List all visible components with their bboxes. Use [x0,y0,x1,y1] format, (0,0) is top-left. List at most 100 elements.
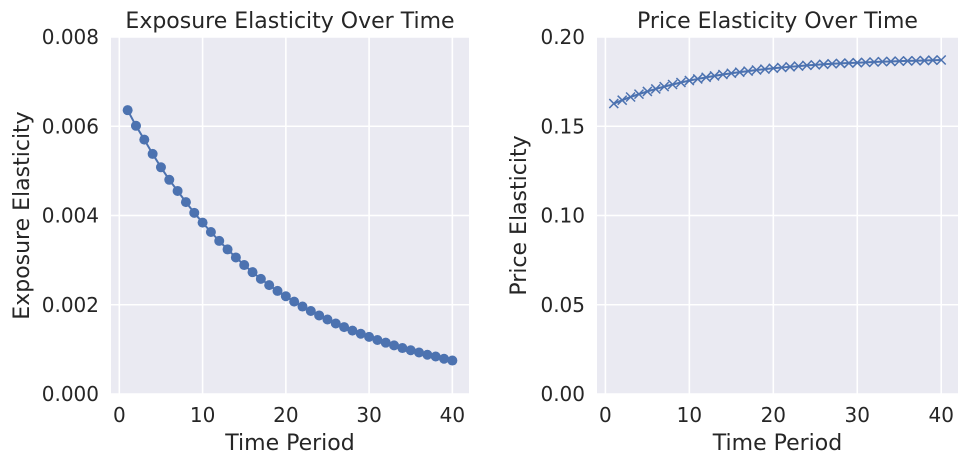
chart-2-data-point [734,67,745,78]
chart-1-data-point [214,235,225,246]
chart-2-data-point [919,55,930,66]
chart-1-y-tick-label: 0.006 [42,114,99,138]
chart-2-data-point [625,91,636,103]
chart-2-y-axis-label: Price Elasticity [507,135,532,295]
chart-2-data-point [675,77,686,88]
chart-1-data-point [447,355,458,366]
chart-2-data-point [936,54,947,66]
chart-2-x-tick-label: 0 [599,403,612,427]
chart-1-data-point [264,280,275,291]
chart-2-data-point [927,55,938,66]
chart-1-data-point [280,291,291,302]
chart-1-data-point [247,267,258,278]
chart-1-data-point [139,134,150,145]
chart-2-x-tick-label: 40 [928,403,953,427]
chart-2-data-point [785,61,796,72]
chart-2-data-point [768,63,779,74]
chart-2-data-point [877,56,888,67]
chart-2-data-point [827,58,838,69]
chart-1-data-point [122,105,133,116]
chart-1-data-point [205,227,216,238]
chart-1-data-point [164,174,175,185]
chart-1-y-tick-label: 0.008 [42,25,99,49]
chart-2-data-point [726,68,737,79]
chart-1-data-point [364,331,375,342]
chart-2-data-point [751,64,762,76]
chart-1-data-point [147,148,158,159]
chart-1-x-tick-label: 40 [440,403,465,427]
chart-1-data-point [330,318,341,329]
chart-2-y-tick-label: 0.00 [540,382,585,406]
chart-1-x-tick-label: 20 [273,403,298,427]
chart-1-panel: 0 10 20 30 40 0.000 0.002 0.004 0.006 0.008 Exposu… [10,9,469,456]
chart-2-data-point [810,59,821,70]
chart-1-y-tick-label: 0.004 [42,204,99,228]
chart-1-data-point [422,349,433,360]
chart-1-y-axis-label: Exposure Elasticity [10,111,35,319]
chart-1-data-point [197,217,208,228]
chart-2-data-point [701,72,712,83]
chart-2-data-point [659,81,670,92]
chart-1-data-point [397,343,408,354]
chart-1-data-point [430,351,441,362]
chart-1-data-point [380,337,391,348]
chart-2-data-point [910,55,922,66]
chart-1-data-point [172,185,183,196]
chart-1-data-point [347,325,358,336]
chart-2-x-axis-label: Time Period [712,431,842,456]
chart-2-data-point [818,59,829,70]
chart-2-data-point [759,64,770,75]
chart-1-data-point [414,347,425,358]
chart-1-data-point [339,322,350,333]
chart-2-data-point [843,58,854,69]
chart-1-data-point [372,335,383,346]
chart-2-data-point [801,60,812,71]
chart-1-data-point [222,244,233,255]
chart-1-data-point [297,301,308,312]
chart-1-data-point [180,197,191,208]
chart-2-data-point [860,57,871,68]
chart-1-data-point [355,328,366,339]
chart-2-data-point [684,75,695,86]
chart-2-data-point [894,56,905,67]
chart-2-data-point [793,61,804,72]
chart-2-x-tick-label: 20 [761,403,786,427]
chart-1-data-point [289,296,300,307]
chart-2-y-tick-label: 0.10 [540,204,585,228]
chart-2-data-point [633,89,645,100]
chart-2-y-tick-label: 0.15 [540,114,585,138]
chart-1-data-point [405,345,416,356]
chart-2-series-line [613,59,942,105]
chart-2-data-point [885,56,896,67]
chart-2-data-point [776,62,787,73]
chart-2-data-point [692,73,703,84]
chart-1-data-point [130,120,141,131]
chart-2-y-tick-label: 0.05 [540,293,585,317]
chart-1-data-point [189,207,200,218]
chart-1-x-tick-label: 0 [113,403,126,427]
chart-2-data-point [717,69,728,80]
chart-1-title: Exposure Elasticity Over Time [125,9,454,34]
chart-2-data-point [617,95,628,106]
chart-1-data-point [272,285,283,296]
chart-2-data-point [902,55,913,66]
chart-2-title: Price Elasticity Over Time [637,9,918,34]
chart-2-data-point [709,70,720,81]
chart-2-data-point [835,58,846,69]
chart-1-data-point [305,305,316,316]
chart-1-y-tick-label: 0.000 [42,382,99,406]
chart-2-data-point [743,66,754,77]
chart-1-data-point [439,353,450,364]
chart-2-data-point [608,98,619,109]
chart-1-data-point [155,162,166,173]
chart-1-data-point [322,314,333,325]
chart-1-x-axis-label: Time Period [224,431,354,456]
chart-2-y-tick-label: 0.20 [540,25,585,49]
chart-2-x-tick-label: 30 [845,403,870,427]
chart-1-y-tick-label: 0.002 [42,293,99,317]
chart-2-data-point [642,86,653,97]
chart-2-x-tick-label: 10 [677,403,702,427]
chart-2-data-point [650,83,661,94]
chart-1-data-point [239,260,250,271]
